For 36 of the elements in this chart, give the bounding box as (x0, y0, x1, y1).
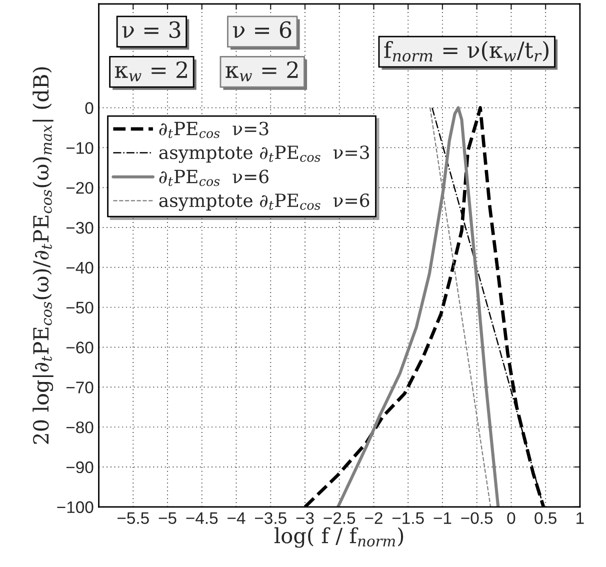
y-tick-label: −10 (66, 142, 94, 154)
x-tick-label: −5 (158, 512, 176, 524)
y-tick-label: −100 (57, 501, 94, 514)
x-tick-label: −5.5 (118, 512, 149, 524)
x-tick-label: −4.5 (186, 512, 218, 524)
x-tick-label: 0.5 (534, 512, 556, 524)
legend-label: asymptote ∂$_{t}$PE$_{cos}$ ν=6 (159, 193, 370, 211)
y-tick-label: −50 (66, 302, 94, 314)
legend-label: asymptote ∂$_{t}$PE$_{cos}$ ν=3 (159, 145, 369, 163)
annotation: κ$_{w}$ = 2 (115, 61, 187, 82)
y-tick-label: −30 (66, 222, 94, 234)
x-axis-title: log( f / f$_{norm}$) (274, 527, 404, 548)
annotation: f$_{norm}$ = ν(κ$_{w}$/t$_{r}$) (384, 40, 548, 62)
annotation: ν = 3 (122, 21, 180, 38)
x-tick-label: −2.5 (324, 512, 356, 524)
y-tick-label: −20 (66, 182, 94, 194)
x-tick-label: −3 (296, 512, 314, 524)
x-tick-label: −3.5 (254, 512, 286, 524)
x-tick-label: −0.5 (461, 512, 493, 524)
annotation: κ$_{w}$ = 2 (226, 61, 298, 82)
annotation: ν = 6 (232, 21, 292, 38)
x-tick-label: 1 (576, 512, 584, 524)
y-tick-label: −90 (66, 461, 94, 474)
x-tick-label: −1 (434, 512, 452, 524)
y-tick-label: −40 (66, 262, 94, 274)
y-tick-label: −80 (66, 421, 94, 434)
x-tick-label: 0 (507, 512, 516, 524)
x-tick-label: −4 (228, 512, 246, 524)
legend-label: ∂$_{t}$PE$_{cos}$ ν=3 (159, 122, 268, 138)
y-tick-label: 0 (85, 102, 94, 114)
x-tick-label: −2 (365, 512, 382, 524)
y-tick-label: −60 (66, 342, 94, 354)
text: 20 log|∂$_{t}$PE$_{cos}$(ω)/∂$_{t}$PE$_{cos}$(ω)$_{max}$| (dB) (32, 67, 54, 444)
legend-label: ∂$_{t}$PE$_{cos}$ ν=6 (159, 170, 268, 186)
y-tick-label: −70 (66, 382, 94, 394)
x-tick-label: −1.5 (392, 512, 424, 524)
